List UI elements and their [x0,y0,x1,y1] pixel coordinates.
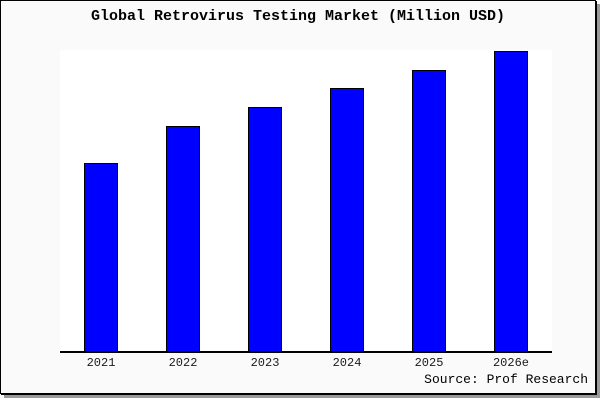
bar-2026e [494,51,528,351]
x-tick-label-2021: 2021 [86,356,116,370]
x-tick-label-2023: 2023 [250,356,280,370]
bar-2024 [330,88,364,351]
x-axis-labels: 2021 2022 2023 2024 2025 2026e [60,356,552,372]
bar-2021 [84,163,118,351]
bar-2022 [166,126,200,351]
x-tick-label-2024: 2024 [332,356,362,370]
x-tick-label-2022: 2022 [168,356,198,370]
source-credit: Source: Prof Research [424,372,588,387]
x-tick-label-2025: 2025 [414,356,444,370]
x-tick-label-2026e: 2026e [492,356,529,370]
plot-area [60,50,552,353]
chart-card: Global Retrovirus Testing Market (Millio… [0,0,596,394]
bar-2023 [248,107,282,351]
bar-2025 [412,70,446,351]
chart-title: Global Retrovirus Testing Market (Millio… [90,8,506,25]
